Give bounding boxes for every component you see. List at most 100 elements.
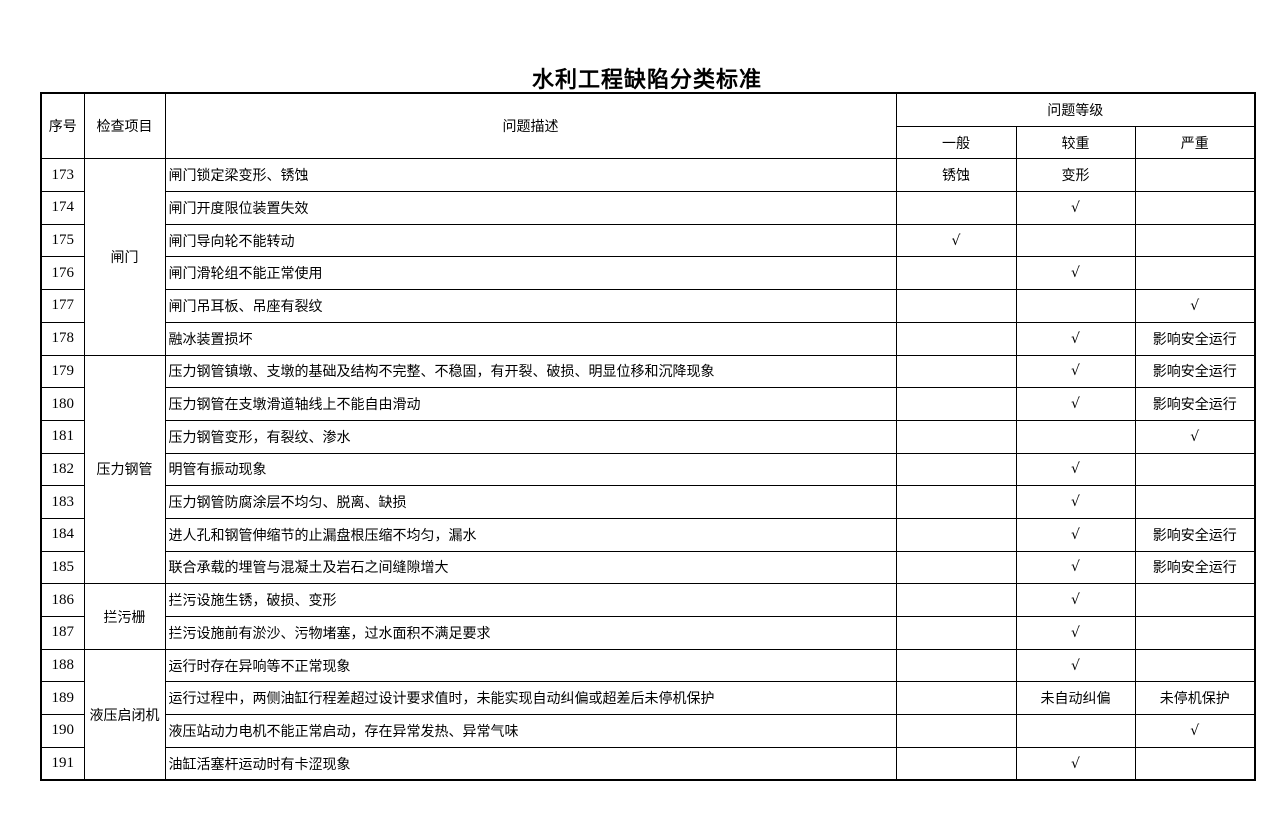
level-serious-cell: √: [1015, 746, 1136, 781]
level-serious-cell: √: [1015, 354, 1136, 389]
level-general-cell: [895, 681, 1017, 716]
table-row: 182 明管有振动现象 √: [40, 452, 1256, 487]
seq-cell: 183: [40, 485, 85, 519]
level-serious-cell: [1015, 419, 1136, 454]
seq-cell: 186: [40, 583, 85, 617]
level-serious-cell: √: [1015, 517, 1136, 552]
level-severe-cell: [1134, 158, 1256, 193]
level-general-cell: [895, 419, 1017, 454]
level-general-cell: [895, 289, 1017, 323]
table-row: 174 闸门开度限位装置失效 √: [40, 191, 1256, 225]
level-severe-cell: [1134, 452, 1256, 487]
description-cell: 运行时存在异响等不正常现象: [164, 648, 897, 683]
seq-cell: 189: [40, 681, 85, 716]
table-row: 185 联合承载的埋管与混凝土及岩石之间缝隙增大 √ 影响安全运行: [40, 550, 1256, 585]
header-desc: 问题描述: [164, 92, 897, 160]
level-severe-cell: [1134, 648, 1256, 683]
level-general-cell: 锈蚀: [895, 158, 1017, 193]
level-general-cell: [895, 746, 1017, 781]
seq-cell: 182: [40, 452, 85, 487]
level-severe-cell: [1134, 583, 1256, 617]
level-severe-cell: [1134, 191, 1256, 225]
seq-cell: 173: [40, 158, 85, 193]
description-cell: 液压站动力电机不能正常启动，存在异常发热、异常气味: [164, 714, 897, 748]
level-severe-cell: 影响安全运行: [1134, 387, 1256, 421]
table-row: 175 闸门导向轮不能转动 √: [40, 223, 1256, 258]
level-severe-cell: [1134, 223, 1256, 258]
seq-cell: 175: [40, 223, 85, 258]
level-general-cell: [895, 517, 1017, 552]
level-severe-cell: [1134, 746, 1256, 781]
page-title: 水利工程缺陷分类标准: [531, 68, 762, 93]
description-cell: 进人孔和钢管伸缩节的止漏盘根压缩不均匀，漏水: [164, 517, 897, 552]
description-cell: 压力钢管变形，有裂纹、渗水: [164, 419, 897, 454]
level-serious-cell: √: [1015, 321, 1136, 356]
level-general-cell: [895, 191, 1017, 225]
level-general-cell: [895, 452, 1017, 487]
level-general-cell: [895, 485, 1017, 519]
description-cell: 压力钢管防腐涂层不均匀、脱离、缺损: [164, 485, 897, 519]
table-row: 178 融冰装置损坏 √ 影响安全运行: [40, 321, 1256, 356]
level-serious-cell: √: [1015, 452, 1136, 487]
description-cell: 明管有振动现象: [164, 452, 897, 487]
level-general-cell: √: [895, 223, 1017, 258]
level-general-cell: [895, 321, 1017, 356]
table-row: 189 运行过程中，两侧油缸行程差超过设计要求值时，未能实现自动纠偏或超差后未停机…: [40, 681, 1256, 716]
level-general-cell: [895, 387, 1017, 421]
level-severe-cell: 影响安全运行: [1134, 517, 1256, 552]
level-serious-cell: [1015, 223, 1136, 258]
level-general-cell: [895, 616, 1017, 650]
table-row: 180 压力钢管在支墩滑道轴线上不能自由滑动 √ 影响安全运行: [40, 387, 1256, 421]
level-severe-cell: [1134, 616, 1256, 650]
level-severe-cell: [1134, 485, 1256, 519]
table-row: 181 压力钢管变形，有裂纹、渗水 √: [40, 419, 1256, 454]
inspection-item-cell: 闸门: [83, 158, 166, 356]
header-serious: 较重: [1015, 125, 1136, 160]
level-serious-cell: √: [1015, 550, 1136, 585]
header-level: 问题等级: [895, 92, 1256, 127]
description-cell: 闸门滑轮组不能正常使用: [164, 256, 897, 291]
inspection-item-cell: 拦污栅: [83, 583, 166, 650]
table-row: 176 闸门滑轮组不能正常使用 √: [40, 256, 1256, 291]
description-cell: 闸门开度限位装置失效: [164, 191, 897, 225]
header-severe: 严重: [1134, 125, 1256, 160]
table-row: 183 压力钢管防腐涂层不均匀、脱离、缺损 √: [40, 485, 1256, 519]
seq-cell: 179: [40, 354, 85, 389]
level-serious-cell: √: [1015, 485, 1136, 519]
seq-cell: 180: [40, 387, 85, 421]
level-general-cell: [895, 648, 1017, 683]
description-cell: 拦污设施生锈，破损、变形: [164, 583, 897, 617]
level-general-cell: [895, 256, 1017, 291]
level-general-cell: [895, 354, 1017, 389]
header-seq: 序号: [40, 92, 85, 160]
seq-cell: 185: [40, 550, 85, 585]
seq-cell: 176: [40, 256, 85, 291]
level-severe-cell: √: [1134, 419, 1256, 454]
description-cell: 压力钢管在支墩滑道轴线上不能自由滑动: [164, 387, 897, 421]
description-cell: 闸门吊耳板、吊座有裂纹: [164, 289, 897, 323]
level-severe-cell: 未停机保护: [1134, 681, 1256, 716]
description-cell: 闸门锁定梁变形、锈蚀: [164, 158, 897, 193]
defect-table: 序号 检查项目 问题描述 问题等级 一般 较重 严重 173 闸门 闸门锁定梁变形、…: [40, 92, 1257, 782]
seq-cell: 184: [40, 517, 85, 552]
level-serious-cell: 未自动纠偏: [1015, 681, 1136, 716]
level-general-cell: [895, 714, 1017, 748]
level-serious-cell: √: [1015, 583, 1136, 617]
level-serious-cell: √: [1015, 648, 1136, 683]
description-cell: 联合承载的埋管与混凝土及岩石之间缝隙增大: [164, 550, 897, 585]
description-cell: 油缸活塞杆运动时有卡涩现象: [164, 746, 897, 781]
table-row: 179 压力钢管 压力钢管镇墩、支墩的基础及结构不完整、不稳固，有开裂、破损、明显位…: [40, 354, 1256, 585]
level-serious-cell: √: [1015, 616, 1136, 650]
seq-cell: 174: [40, 191, 85, 225]
header-item: 检查项目: [83, 92, 166, 160]
table-row: 177 闸门吊耳板、吊座有裂纹 √: [40, 289, 1256, 323]
description-cell: 运行过程中，两侧油缸行程差超过设计要求值时，未能实现自动纠偏或超差后未停机保护: [164, 681, 897, 716]
level-serious-cell: [1015, 714, 1136, 748]
seq-cell: 190: [40, 714, 85, 748]
level-serious-cell: [1015, 289, 1136, 323]
inspection-item-cell: 液压启闭机: [83, 648, 166, 781]
seq-cell: 191: [40, 746, 85, 781]
level-general-cell: [895, 550, 1017, 585]
table-row: 173 闸门 闸门锁定梁变形、锈蚀 锈蚀 变形: [40, 158, 1256, 356]
seq-cell: 181: [40, 419, 85, 454]
